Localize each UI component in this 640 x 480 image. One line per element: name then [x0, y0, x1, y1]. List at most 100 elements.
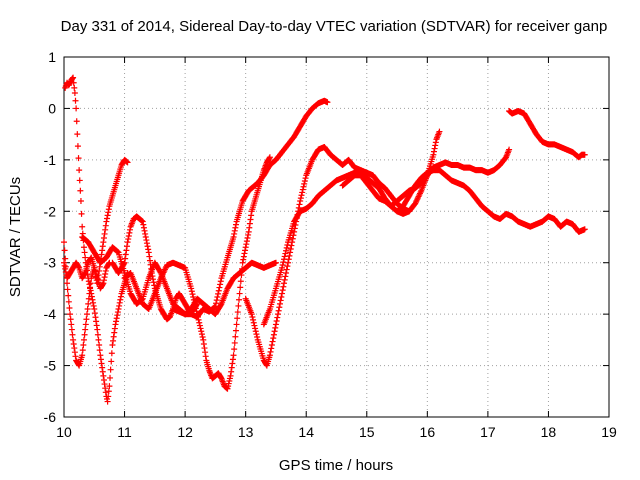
data-point [94, 276, 101, 283]
data-point [61, 262, 68, 269]
data-point [213, 297, 220, 304]
data-point [148, 270, 155, 276]
y-tick-label: -5 [44, 358, 57, 374]
data-point [229, 356, 236, 363]
data-point [102, 267, 109, 274]
data-point [298, 192, 305, 199]
data-point [217, 281, 224, 288]
y-tick-label: -6 [44, 409, 57, 425]
data-point [85, 295, 92, 302]
data-point [123, 247, 130, 254]
data-point [90, 299, 97, 306]
data-point [95, 336, 102, 343]
data-point [269, 338, 276, 345]
data-point [141, 227, 148, 234]
data-point [233, 321, 240, 328]
data-point [282, 273, 289, 280]
data-point [243, 238, 250, 245]
data-point [276, 300, 283, 307]
data-point [102, 222, 109, 229]
y-tick-label: 1 [48, 49, 56, 65]
data-point [229, 360, 236, 367]
data-point [142, 230, 149, 237]
data-point [63, 272, 70, 279]
data-point [263, 361, 270, 368]
data-point [232, 221, 239, 228]
data-point [85, 300, 92, 307]
data-point [111, 329, 118, 336]
data-point [274, 311, 281, 318]
data-point [430, 148, 437, 155]
series-track-b [62, 74, 131, 405]
data-point [238, 272, 245, 279]
data-point [81, 331, 88, 338]
data-point [231, 346, 238, 353]
data-point [581, 226, 588, 233]
data-point [125, 232, 132, 239]
y-tick-label: -3 [44, 255, 57, 271]
data-point [217, 278, 224, 285]
data-point [200, 340, 207, 347]
data-point [96, 342, 103, 348]
data-point [188, 285, 195, 292]
series-track-i [260, 128, 443, 328]
data-point [277, 297, 284, 304]
data-point [122, 251, 129, 258]
data-point [287, 246, 294, 252]
data-point [111, 325, 118, 332]
chart-title: Day 331 of 2014, Sidereal Day-to-day VTE… [61, 18, 608, 35]
data-point [282, 250, 289, 257]
data-point [77, 198, 84, 204]
data-point [239, 259, 246, 266]
data-point [92, 314, 99, 321]
x-axis: 10 11 12 13 14 15 16 17 18 19 [56, 57, 617, 440]
data-point [212, 303, 219, 310]
data-point [301, 178, 308, 184]
data-point [274, 314, 281, 321]
data-point [86, 281, 93, 288]
data-point [234, 309, 241, 316]
x-tick-label: 17 [480, 424, 496, 440]
data-point [72, 97, 79, 104]
data-point [144, 243, 151, 250]
data-point [234, 315, 241, 322]
data-point [93, 318, 100, 325]
data-point [266, 154, 273, 161]
data-point [301, 180, 308, 187]
data-point [268, 345, 275, 352]
data-point [279, 264, 285, 271]
data-point [113, 315, 120, 322]
data-point [89, 296, 96, 303]
data-point [188, 288, 195, 295]
data-point [122, 255, 129, 262]
data-point [251, 322, 258, 329]
data-point [120, 260, 127, 267]
data-point [102, 385, 109, 392]
data-point [242, 244, 249, 251]
data-point [71, 84, 78, 91]
data-point [145, 246, 152, 253]
data-point [248, 311, 255, 318]
data-point [70, 74, 77, 81]
data-point [149, 273, 156, 280]
data-point [92, 271, 99, 278]
data-point [297, 195, 304, 202]
data-point [243, 241, 250, 248]
data-point [79, 347, 86, 354]
data-point [82, 259, 89, 266]
data-point [250, 319, 257, 326]
data-point [190, 294, 197, 300]
data-point [235, 302, 242, 309]
data-point [74, 131, 81, 138]
data-point [270, 331, 277, 338]
data-point [62, 255, 69, 262]
data-point [146, 257, 153, 264]
x-tick-label: 11 [117, 424, 132, 440]
data-point [117, 293, 124, 300]
data-point [283, 247, 290, 254]
data-point [75, 155, 82, 162]
data-point [297, 198, 304, 204]
data-point [78, 210, 85, 217]
data-point [101, 274, 108, 281]
